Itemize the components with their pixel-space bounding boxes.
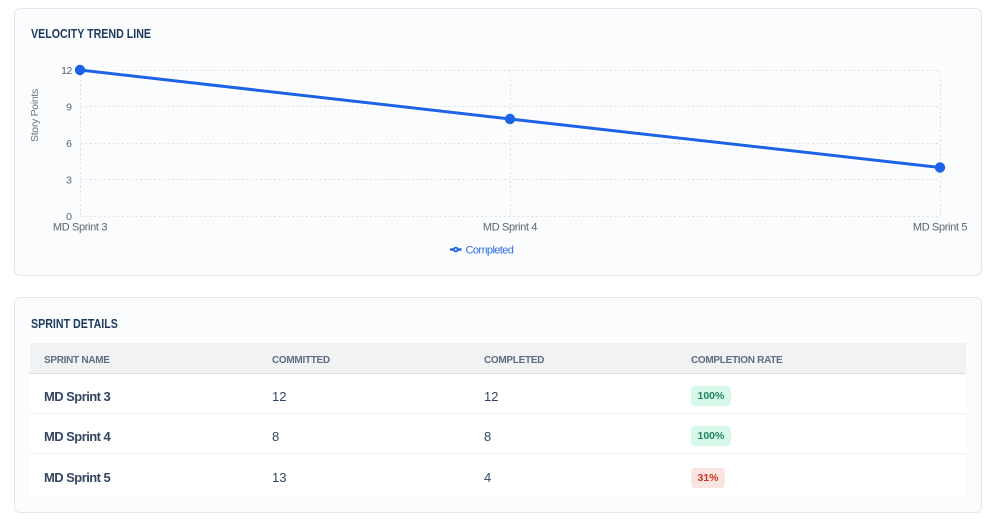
svg-text:6: 6 [66, 138, 72, 150]
svg-text:MD Sprint 5: MD Sprint 5 [913, 222, 967, 234]
svg-text:3: 3 [66, 175, 72, 187]
svg-text:MD Sprint 3: MD Sprint 3 [53, 222, 107, 234]
svg-text:9: 9 [66, 102, 72, 114]
svg-text:Story Points: Story Points [29, 89, 41, 142]
svg-text:0: 0 [66, 211, 72, 223]
svg-text:MD Sprint 4: MD Sprint 4 [483, 222, 537, 234]
svg-text:Completed: Completed [466, 244, 514, 256]
svg-text:12: 12 [61, 65, 72, 77]
